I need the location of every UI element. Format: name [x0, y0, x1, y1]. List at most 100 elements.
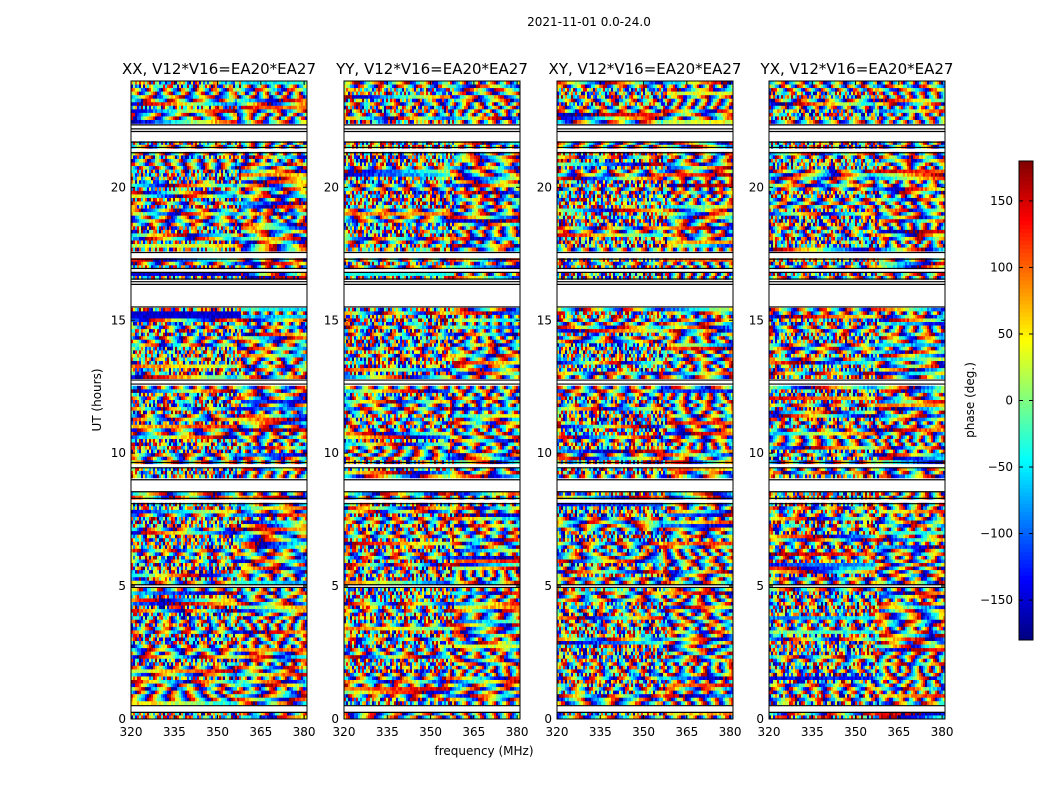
colorbar-swatch	[1019, 349, 1033, 353]
y-tick-label: 5	[544, 579, 552, 593]
colorbar-swatch	[1019, 305, 1033, 309]
colorbar-swatch	[1019, 412, 1033, 416]
colorbar-swatch	[1019, 333, 1033, 337]
colorbar-swatch	[1019, 285, 1033, 289]
colorbar-swatch	[1019, 572, 1033, 576]
y-tick-label: 20	[324, 180, 339, 194]
colorbar-swatch	[1019, 393, 1033, 397]
colorbar-tick-label: −150	[980, 593, 1013, 607]
y-tick-label: 10	[749, 446, 764, 460]
panel-title: XX, V12*V16=EA20*EA27	[122, 60, 316, 78]
colorbar-swatch	[1019, 456, 1033, 460]
colorbar-swatch	[1019, 245, 1033, 249]
y-tick-label: 5	[756, 579, 764, 593]
colorbar-swatch	[1019, 241, 1033, 245]
figure-suptitle: 2021-11-01 0.0-24.0	[527, 15, 651, 29]
phase-heatmap	[344, 81, 520, 719]
colorbar-swatch	[1019, 169, 1033, 173]
panel-title: XY, V12*V16=EA20*EA27	[549, 60, 742, 78]
colorbar-swatch	[1019, 293, 1033, 297]
colorbar-swatch	[1019, 552, 1033, 556]
colorbar-swatch	[1019, 496, 1033, 500]
colorbar-swatch	[1019, 516, 1033, 520]
colorbar-swatch	[1019, 277, 1033, 281]
colorbar-swatch	[1019, 317, 1033, 321]
x-tick-label: 350	[206, 725, 229, 739]
x-tick-label: 320	[546, 725, 569, 739]
colorbar-swatch	[1019, 476, 1033, 480]
colorbar-tick-label: −50	[988, 460, 1013, 474]
colorbar-swatch	[1019, 468, 1033, 472]
y-tick-label: 20	[749, 180, 764, 194]
colorbar-swatch	[1019, 201, 1033, 205]
colorbar-swatch	[1019, 540, 1033, 544]
colorbar-swatch	[1019, 544, 1033, 548]
colorbar-swatch	[1019, 440, 1033, 444]
colorbar-swatch	[1019, 452, 1033, 456]
colorbar-swatch	[1019, 297, 1033, 301]
colorbar-swatch	[1019, 225, 1033, 229]
phase-heatmap	[769, 81, 945, 719]
x-tick-label: 365	[675, 725, 698, 739]
x-tick-label: 335	[376, 725, 399, 739]
x-axis-label: frequency (MHz)	[434, 744, 533, 758]
colorbar-swatch	[1019, 508, 1033, 512]
colorbar-swatch	[1019, 325, 1033, 329]
colorbar-swatch	[1019, 528, 1033, 532]
colorbar-swatch	[1019, 608, 1033, 612]
y-tick-label: 15	[537, 313, 552, 327]
colorbar-swatch	[1019, 273, 1033, 277]
y-tick-label: 0	[331, 712, 339, 726]
colorbar-swatch	[1019, 237, 1033, 241]
phase-heatmap	[131, 81, 307, 719]
x-tick-label: 365	[887, 725, 910, 739]
colorbar-swatch	[1019, 329, 1033, 333]
colorbar-swatch	[1019, 436, 1033, 440]
colorbar-swatch	[1019, 185, 1033, 189]
colorbar-swatch	[1019, 369, 1033, 373]
x-tick-label: 365	[249, 725, 272, 739]
y-tick-label: 0	[756, 712, 764, 726]
panel-title: YX, V12*V16=EA20*EA27	[760, 60, 954, 78]
colorbar-swatch	[1019, 560, 1033, 564]
x-tick-label: 335	[801, 725, 824, 739]
colorbar-swatch	[1019, 432, 1033, 436]
colorbar-swatch	[1019, 213, 1033, 217]
colorbar-swatch	[1019, 472, 1033, 476]
colorbar-swatch	[1019, 301, 1033, 305]
y-tick-label: 10	[111, 446, 126, 460]
x-tick-label: 365	[462, 725, 485, 739]
colorbar-swatch	[1019, 389, 1033, 393]
colorbar-swatch	[1019, 205, 1033, 209]
colorbar-tick-label: −100	[980, 527, 1013, 541]
colorbar-swatch	[1019, 512, 1033, 516]
colorbar-swatch	[1019, 189, 1033, 193]
colorbar-swatch	[1019, 420, 1033, 424]
colorbar-swatch	[1019, 532, 1033, 536]
colorbar-swatch	[1019, 365, 1033, 369]
x-tick-label: 380	[719, 725, 742, 739]
colorbar-swatch	[1019, 548, 1033, 552]
colorbar-swatch	[1019, 321, 1033, 325]
colorbar-swatch	[1019, 628, 1033, 632]
colorbar-swatch	[1019, 177, 1033, 181]
colorbar-swatch	[1019, 576, 1033, 580]
y-tick-label: 10	[537, 446, 552, 460]
x-tick-label: 335	[589, 725, 612, 739]
colorbar-swatch	[1019, 181, 1033, 185]
y-tick-label: 15	[749, 313, 764, 327]
x-tick-label: 320	[333, 725, 356, 739]
colorbar-swatch	[1019, 556, 1033, 560]
colorbar-swatch	[1019, 612, 1033, 616]
colorbar-swatch	[1019, 624, 1033, 628]
x-tick-label: 350	[632, 725, 655, 739]
colorbar-swatch	[1019, 600, 1033, 604]
colorbar-swatch	[1019, 313, 1033, 317]
colorbar-swatch	[1019, 424, 1033, 428]
colorbar-swatch	[1019, 261, 1033, 265]
colorbar-swatch	[1019, 309, 1033, 313]
